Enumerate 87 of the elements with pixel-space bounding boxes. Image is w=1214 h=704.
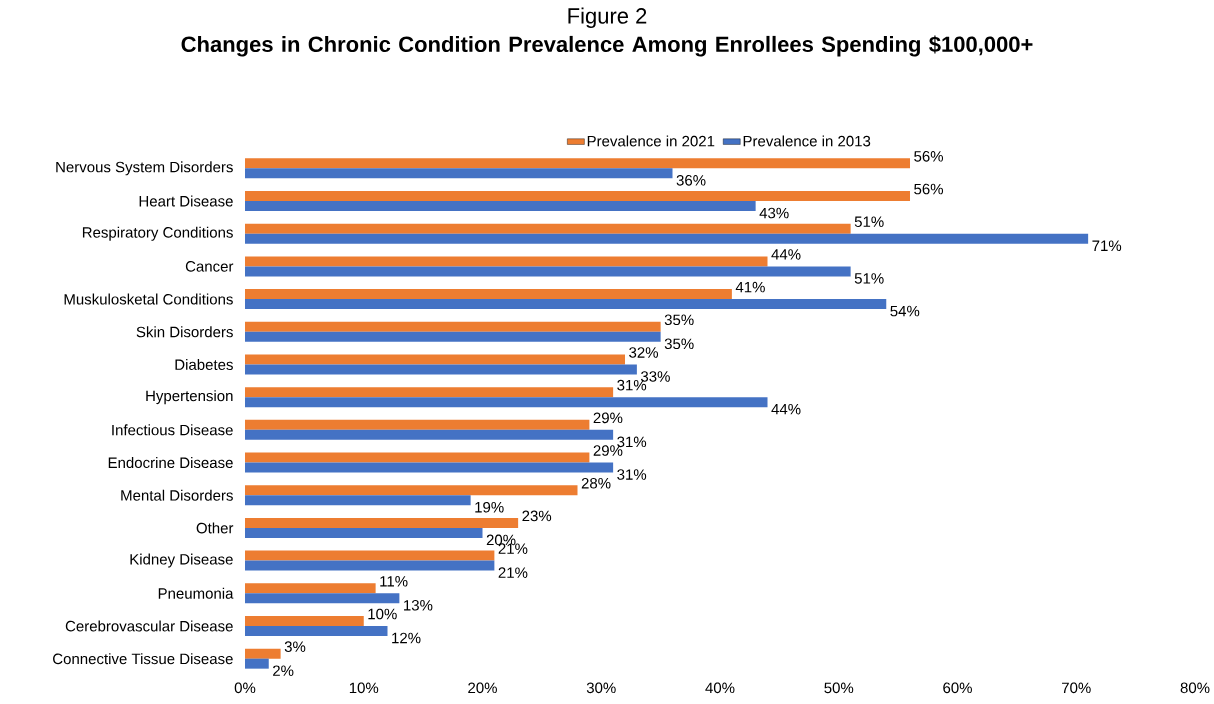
- bar: [245, 550, 495, 561]
- y-tick-label: Diabetes: [175, 358, 233, 370]
- data-label: 51%: [854, 216, 884, 227]
- data-label: 41%: [735, 281, 765, 293]
- y-tick-label: Skin Disorders: [136, 326, 233, 338]
- bar: [245, 364, 637, 375]
- bar: [245, 397, 768, 408]
- data-label: 21%: [498, 567, 528, 578]
- data-label: 44%: [771, 403, 801, 415]
- x-tick-label: 50%: [824, 682, 854, 694]
- x-tick-label: 70%: [1062, 682, 1091, 694]
- data-label: 11%: [380, 576, 408, 587]
- legend-label: Prevalence in 2013: [743, 135, 871, 147]
- chart-title: Figure 2: [568, 7, 647, 29]
- data-label: 13%: [404, 599, 433, 611]
- data-label: 12%: [392, 632, 421, 644]
- bar: [245, 593, 400, 604]
- legend-label: Prevalence in 2021: [587, 135, 715, 147]
- bar: [245, 517, 519, 528]
- bar: [245, 625, 388, 636]
- bar: [245, 289, 732, 300]
- bar: [245, 331, 661, 342]
- bar: [245, 429, 614, 440]
- data-label: 35%: [664, 314, 694, 326]
- data-label: 56%: [914, 151, 944, 162]
- data-label: 28%: [581, 477, 611, 489]
- data-label: 31%: [617, 469, 647, 480]
- bar: [245, 495, 471, 506]
- y-tick-label: Mental Disorders: [121, 489, 233, 501]
- bar: [245, 256, 768, 267]
- x-tick-label: 20%: [468, 682, 497, 694]
- data-label: 2%: [273, 665, 294, 676]
- data-label: 44%: [771, 249, 801, 260]
- y-tick-label: Muskulosketal Conditions: [64, 293, 233, 305]
- x-tick-label: 60%: [943, 682, 972, 694]
- bar: [245, 299, 887, 310]
- y-tick-label: Cerebrovascular Disease: [65, 620, 233, 632]
- data-label: 10%: [368, 608, 397, 620]
- data-label: 36%: [676, 175, 706, 186]
- x-tick-label: 0%: [234, 682, 256, 694]
- data-label: 29%: [593, 412, 623, 424]
- data-label: 32%: [629, 347, 659, 358]
- bar: [245, 321, 661, 332]
- y-tick-label: Nervous System Disorders: [56, 161, 233, 176]
- y-tick-label: Kidney Disease: [130, 553, 233, 568]
- bar: [245, 354, 626, 365]
- data-label: 19%: [475, 501, 504, 513]
- bar: [245, 452, 590, 463]
- y-tick-label: Connective Tissue Disease: [53, 653, 233, 665]
- bar: [245, 583, 376, 594]
- x-tick-label: 80%: [1180, 682, 1210, 694]
- bar: [245, 266, 851, 277]
- bar: [245, 485, 578, 496]
- data-label: 23%: [522, 510, 552, 522]
- bar: [245, 201, 756, 212]
- bar: [245, 158, 911, 169]
- y-tick-label: Endocrine Disease: [108, 457, 233, 469]
- y-tick-label: Pneumonia: [158, 587, 234, 599]
- bar: [245, 191, 911, 202]
- data-label: 3%: [284, 641, 306, 652]
- data-label: 35%: [664, 338, 694, 350]
- x-tick-label: 40%: [705, 682, 735, 694]
- bar: [245, 615, 364, 626]
- data-label: 51%: [854, 273, 884, 284]
- x-tick-label: 30%: [586, 682, 616, 694]
- bar: [245, 462, 614, 473]
- data-label: 54%: [890, 305, 920, 317]
- bar: [245, 387, 614, 398]
- bar: [245, 223, 851, 234]
- x-tick-label: 10%: [349, 682, 379, 694]
- bar: [245, 419, 590, 430]
- bar: [245, 527, 483, 538]
- data-label: 71%: [1092, 240, 1122, 251]
- y-tick-label: Cancer: [185, 261, 234, 272]
- bar: [245, 648, 281, 659]
- bar: [245, 560, 495, 571]
- data-label: 43%: [759, 207, 789, 219]
- y-tick-label: Respiratory Conditions: [82, 226, 233, 241]
- chart-subtitle: Changes in Chronic Condition Prevalence Among Enrollees Spending $100,000+: [181, 35, 1033, 57]
- y-tick-label: Heart Disease: [139, 195, 233, 207]
- bar: [245, 233, 1089, 244]
- y-tick-label: Hypertension: [146, 390, 233, 405]
- y-tick-label: Other: [196, 522, 234, 534]
- data-label: 56%: [914, 183, 944, 195]
- y-tick-label: Infectious Disease: [112, 424, 233, 436]
- bar: [245, 658, 269, 669]
- bar: [245, 168, 673, 179]
